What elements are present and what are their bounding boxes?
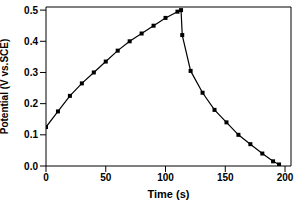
- svg-text:0.4: 0.4: [24, 36, 38, 47]
- svg-text:150: 150: [217, 172, 234, 183]
- svg-text:0.5: 0.5: [24, 5, 38, 16]
- svg-text:0.3: 0.3: [24, 67, 38, 78]
- svg-text:200: 200: [277, 172, 292, 183]
- svg-text:0.1: 0.1: [24, 129, 38, 140]
- svg-text:100: 100: [157, 172, 174, 183]
- svg-text:0.0: 0.0: [24, 161, 38, 172]
- svg-text:50: 50: [100, 172, 112, 183]
- svg-text:Potential (V vs.SCE): Potential (V vs.SCE): [8, 39, 10, 135]
- svg-text:0.2: 0.2: [24, 98, 38, 109]
- svg-text:0: 0: [43, 172, 49, 183]
- svg-text:Time (s): Time (s): [148, 188, 190, 200]
